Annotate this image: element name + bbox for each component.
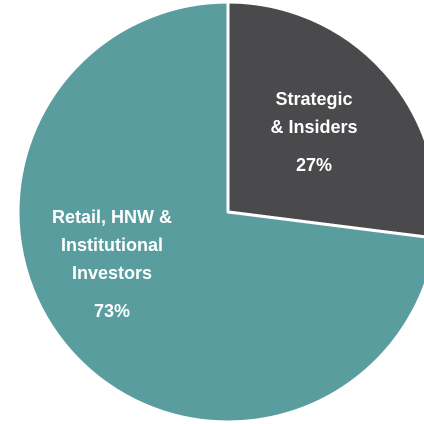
slice-label: Investors xyxy=(72,263,152,283)
pie-slice xyxy=(226,0,424,239)
slice-label: Retail, HNW & xyxy=(52,207,172,227)
slice-label: Institutional xyxy=(61,235,163,255)
value-label: 27% xyxy=(296,155,332,175)
slice-label: & Insiders xyxy=(270,117,357,137)
value-label: 73% xyxy=(94,301,130,321)
pie-slice xyxy=(16,0,424,424)
slice-label: Strategic xyxy=(275,89,352,109)
